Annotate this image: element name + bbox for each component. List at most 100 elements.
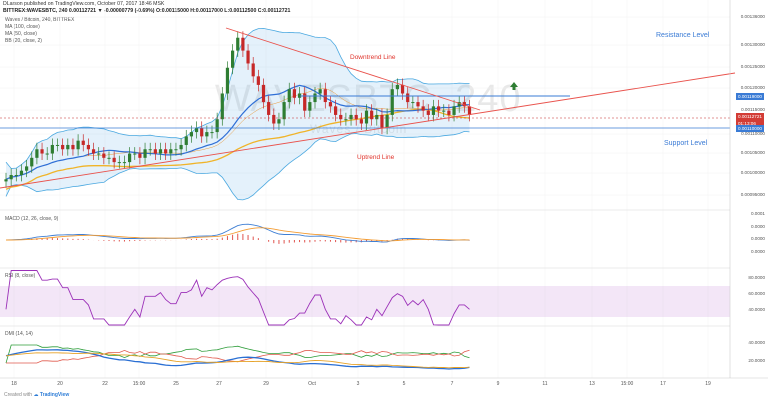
candle [406,93,410,103]
countdown-tag: 01:13:06 [736,120,764,127]
candle [277,119,281,124]
candle [148,149,152,151]
time-tick: 3 [356,381,360,387]
candle [385,114,389,128]
bollinger-band-fill [6,28,470,200]
time-tick: 19 [705,381,711,387]
tradingview-logo-icon: ☁ [33,392,39,398]
candle [426,110,430,115]
downtrend-line [225,27,481,111]
symbol-title: Waves / Bitcoin, 240, BITTREX [5,17,75,23]
candle [251,63,255,77]
time-tick: 9 [496,381,500,387]
candle [220,93,224,120]
candle [225,67,230,94]
macd-tick: 0.0000 [750,224,765,229]
quote-line: BITTREX:WAVESBTC, 240 0.00112721 ▼ -0.00… [3,8,291,14]
downtrend-label: Downtrend Line [350,54,396,61]
candle [25,166,29,171]
dmi-plus-line [5,344,470,364]
time-tick: 20 [57,381,63,387]
candle [19,170,24,175]
candle [395,84,399,90]
candle [292,89,296,98]
resistance-price-tag: 0.00119000 [736,93,764,100]
bollinger-lower-band [5,130,470,201]
dmi-label: DMI (14, 14) [5,331,33,337]
candle [400,84,405,94]
candle [4,179,8,182]
candle [282,102,286,120]
candle [241,37,245,51]
time-tick: 29 [263,381,269,387]
candle [328,102,333,107]
candle [261,84,266,103]
candle [344,119,348,121]
candle [179,144,183,150]
time-tick: 5 [402,381,406,387]
candle [153,149,157,154]
candle [194,127,199,133]
candle [236,37,240,51]
uptrend-line [0,72,736,189]
candle [81,140,85,145]
candle [102,153,106,158]
support-price-tag: 0.00110000 [736,125,764,132]
time-tick: 7 [450,381,454,387]
candle [421,106,425,111]
candle [112,157,116,163]
candle [437,106,441,111]
candle [205,132,209,137]
rsi-tick: 60.0000 [748,291,765,296]
rsi-band [0,286,730,317]
candle [117,162,121,164]
footer-brand[interactable]: TradingView [39,392,70,398]
macd-tick: 0.0000 [750,249,765,254]
candle [30,157,34,167]
candle [61,144,65,150]
candle [164,149,168,154]
candle [138,153,142,158]
ma100-label: MA (100, close) [5,24,40,30]
candle [9,174,13,180]
price-tick: 0.00136000 [740,14,765,19]
macd-signal-line [6,227,470,242]
candle [169,149,173,154]
uptrend-label: Uptrend Line [357,154,395,161]
dmi-adxr-line [5,352,470,369]
candle [215,119,219,133]
dmi-tick: 40.0000 [748,340,765,345]
candle [431,106,436,115]
candle [267,102,271,115]
candle [359,119,363,124]
candle [457,102,461,107]
candle [349,114,353,120]
candle [287,89,291,103]
time-tick: 15:00 [620,381,634,387]
rsi-line [5,270,470,326]
candlesticks [4,31,472,188]
time-tick: 13 [589,381,595,387]
macd-tick: 0.0000 [750,236,765,241]
rsi-label: RSI (8, close) [5,273,36,279]
candle [416,102,420,107]
candle [174,149,178,151]
candle [71,144,75,150]
candle [133,153,137,155]
price-tick: 0.00120000 [740,85,765,90]
bb-label: BB (20, close, 2) [5,38,42,44]
candle [390,89,394,115]
candle [231,50,235,68]
candle [210,132,214,134]
candle [189,132,193,137]
support-label: Support Level [664,140,708,147]
time-tick: 15:00 [132,381,146,387]
candle [122,162,127,164]
rsi-tick: 80.0000 [748,275,765,280]
time-tick: 27 [216,381,222,387]
candle [467,106,472,115]
price-tick: 0.00125000 [740,64,765,69]
time-tick: 17 [660,381,666,387]
candle [318,89,322,94]
